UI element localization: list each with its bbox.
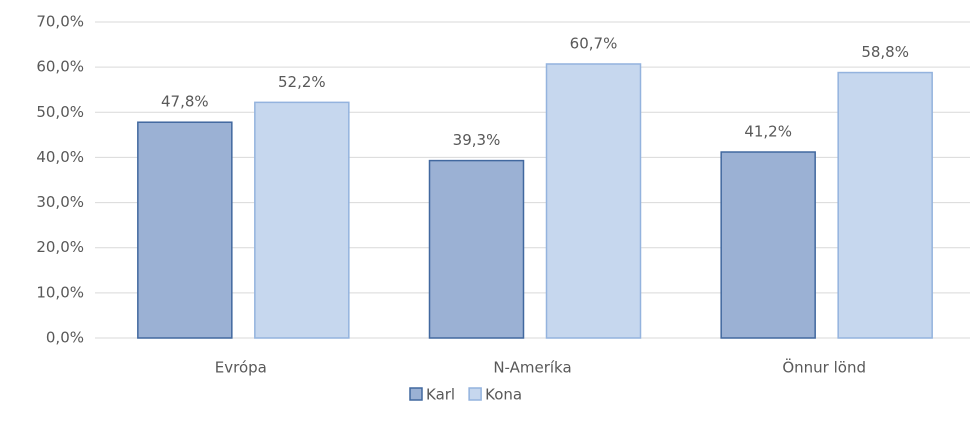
x-tick-label: Önnur lönd <box>782 358 866 377</box>
y-tick-label: 20,0% <box>36 238 84 256</box>
y-tick-label: 50,0% <box>36 103 84 121</box>
y-tick-label: 40,0% <box>36 148 84 166</box>
legend-swatch <box>468 387 482 401</box>
y-tick-label: 60,0% <box>36 58 84 76</box>
bar <box>837 71 933 339</box>
y-tick-label: 30,0% <box>36 193 84 211</box>
y-tick-label: 70,0% <box>36 13 84 31</box>
y-tick-label: 10,0% <box>36 283 84 301</box>
bar <box>254 101 350 339</box>
bar <box>428 159 525 339</box>
value-label: 41,2% <box>744 123 792 141</box>
bar <box>720 151 816 339</box>
legend-label: Kona <box>485 386 522 404</box>
value-label: 39,3% <box>453 131 501 149</box>
y-tick-label: 0,0% <box>46 329 84 347</box>
legend-label: Karl <box>426 386 455 404</box>
value-label: 52,2% <box>278 73 326 91</box>
value-label: 58,8% <box>861 43 909 61</box>
x-tick-label: Evrópa <box>215 359 267 377</box>
bar <box>545 63 642 339</box>
value-label: 60,7% <box>570 34 618 52</box>
bar <box>137 121 233 339</box>
value-label: 47,8% <box>161 93 209 111</box>
x-tick-label: N-Ameríka <box>493 359 571 377</box>
legend-swatch <box>409 387 423 401</box>
